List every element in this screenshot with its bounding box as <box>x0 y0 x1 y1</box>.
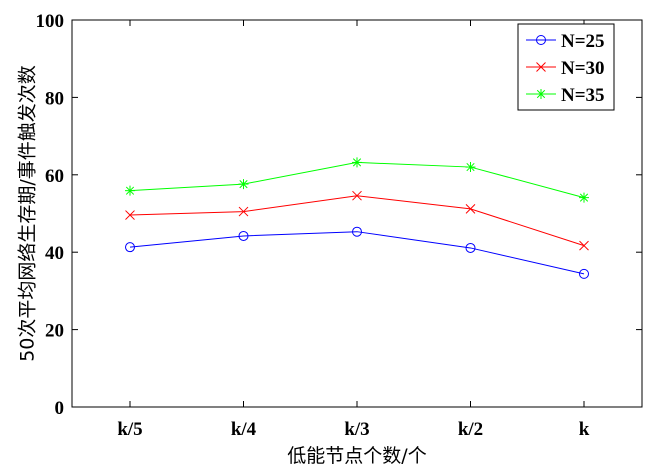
y-tick-label: 80 <box>45 88 64 109</box>
x-tick-label: k/3 <box>344 419 369 440</box>
legend-item: N=35 <box>526 85 605 106</box>
series-N=30 <box>125 190 589 251</box>
data-point <box>465 162 476 173</box>
y-tick-label: 0 <box>55 398 65 419</box>
star-stroke <box>125 186 135 195</box>
data-point <box>579 268 589 279</box>
legend-marker <box>536 89 546 99</box>
x-tick-label: k/2 <box>458 419 483 440</box>
series-layer <box>125 157 589 279</box>
legend-item: N=30 <box>526 58 605 79</box>
data-point <box>352 190 362 201</box>
star-stroke <box>352 158 362 167</box>
x-tick-label: k/4 <box>231 419 257 440</box>
data-point <box>238 230 249 241</box>
y-tick-label: 100 <box>36 11 65 32</box>
x-stroke <box>125 210 135 220</box>
series-N=25 <box>125 226 589 279</box>
x-axis-label: 低能节点个数/个 <box>287 445 426 467</box>
legend-label: N=35 <box>561 85 605 106</box>
y-axis-label: 50次平均网络生存期/事件触发次数 <box>17 65 39 362</box>
legend: N=25 N=30 N=35 <box>517 23 615 111</box>
legend-marker <box>536 35 546 45</box>
star-stroke <box>536 89 546 99</box>
legend-label: N=30 <box>561 58 605 79</box>
y-tick-label: 20 <box>45 321 64 342</box>
x-tick-label: k <box>579 419 590 440</box>
star-stroke <box>579 193 589 202</box>
y-tick-label: 60 <box>45 166 64 187</box>
x-stroke <box>352 190 362 201</box>
data-point <box>352 157 362 168</box>
legend-marker <box>536 62 546 72</box>
star-stroke <box>239 179 248 189</box>
x-axis-ticks: k/5 k/4 k/3 k/2 k <box>117 20 590 440</box>
series-N=35 <box>125 157 589 203</box>
x-stroke <box>579 240 589 251</box>
y-axis-ticks: 0 20 40 60 80 100 <box>36 11 642 419</box>
data-point <box>238 179 249 190</box>
legend-item: N=25 <box>526 31 605 52</box>
data-point <box>125 242 135 253</box>
y-tick-label: 40 <box>45 243 64 264</box>
data-point <box>579 192 589 203</box>
legend-label: N=25 <box>561 31 605 52</box>
data-point <box>465 204 476 214</box>
data-point <box>465 242 476 253</box>
data-point <box>238 206 249 217</box>
x-stroke <box>536 62 546 72</box>
data-point <box>125 210 135 220</box>
series-line <box>129 231 585 275</box>
data-point <box>125 185 135 196</box>
data-point <box>352 226 362 237</box>
star-stroke <box>466 162 475 172</box>
x-stroke <box>238 206 249 217</box>
data-point <box>579 240 589 251</box>
x-stroke <box>465 204 476 214</box>
series-line <box>129 161 585 199</box>
x-tick-label: k/5 <box>117 419 142 440</box>
series-line <box>129 195 585 247</box>
